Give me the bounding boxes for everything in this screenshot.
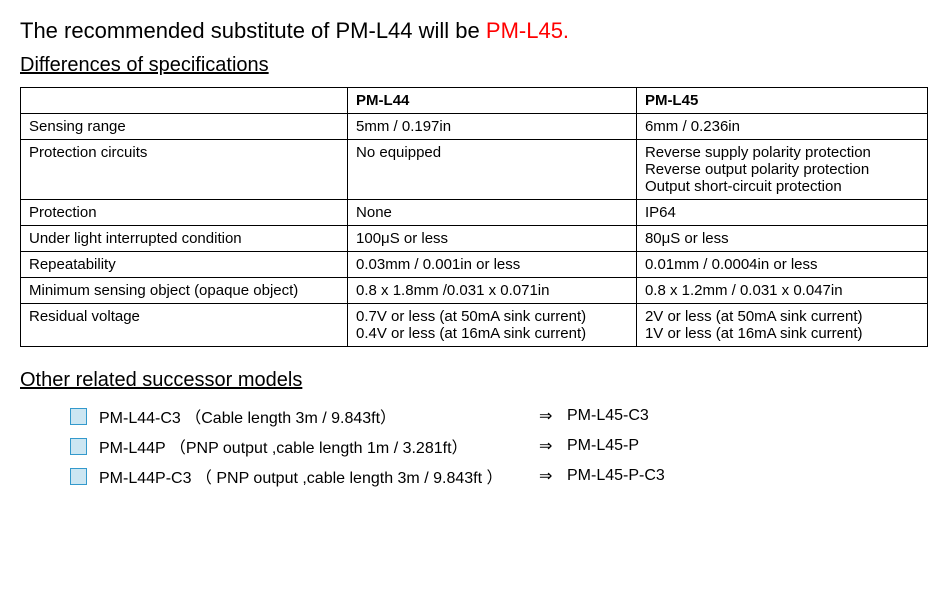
row-value-a: 100μS or less bbox=[348, 226, 637, 252]
table-header-row: PM-L44 PM-L45 bbox=[21, 88, 928, 114]
row-label: Protection bbox=[21, 200, 348, 226]
bullet-icon bbox=[70, 468, 87, 485]
row-label: Minimum sensing object (opaque object) bbox=[21, 278, 348, 304]
bullet-icon bbox=[70, 438, 87, 455]
successor-left: PM-L44P （PNP output ,cable length 1m / 3… bbox=[99, 434, 539, 458]
table-row: Sensing range 5mm / 0.197in 6mm / 0.236i… bbox=[21, 114, 928, 140]
page-title: The recommended substitute of PM-L44 wil… bbox=[20, 18, 931, 44]
row-value-b: 0.8 x 1.2mm / 0.031 x 0.047in bbox=[636, 278, 927, 304]
title-prefix: The recommended substitute of PM-L44 wil… bbox=[20, 18, 486, 43]
row-label: Repeatability bbox=[21, 252, 348, 278]
row-label: Residual voltage bbox=[21, 304, 348, 347]
header-col-a: PM-L44 bbox=[348, 88, 637, 114]
arrow-icon: ⇒ bbox=[539, 466, 567, 486]
row-value-a: 5mm / 0.197in bbox=[348, 114, 637, 140]
row-value-b: 6mm / 0.236in bbox=[636, 114, 927, 140]
arrow-icon: ⇒ bbox=[539, 406, 567, 426]
table-row: Residual voltage 0.7V or less (at 50mA s… bbox=[21, 304, 928, 347]
row-value-a: 0.03mm / 0.001in or less bbox=[348, 252, 637, 278]
header-blank bbox=[21, 88, 348, 114]
successor-left: PM-L44P-C3 （ PNP output ,cable length 3m… bbox=[99, 464, 539, 488]
row-value-b: 0.01mm / 0.0004in or less bbox=[636, 252, 927, 278]
row-value-a: None bbox=[348, 200, 637, 226]
row-value-b: 2V or less (at 50mA sink current) 1V or … bbox=[636, 304, 927, 347]
arrow-icon: ⇒ bbox=[539, 436, 567, 456]
row-label: Sensing range bbox=[21, 114, 348, 140]
spec-heading: Differences of specifications bbox=[20, 54, 931, 77]
table-row: Protection None IP64 bbox=[21, 200, 928, 226]
successor-row: PM-L44P （PNP output ,cable length 1m / 3… bbox=[70, 434, 931, 458]
successor-row: PM-L44P-C3 （ PNP output ,cable length 3m… bbox=[70, 464, 931, 488]
successor-right: PM-L45-P bbox=[567, 437, 639, 455]
title-highlight: PM-L45. bbox=[486, 18, 569, 43]
row-value-b: IP64 bbox=[636, 200, 927, 226]
successor-right: PM-L45-P-C3 bbox=[567, 467, 665, 485]
spec-table: PM-L44 PM-L45 Sensing range 5mm / 0.197i… bbox=[20, 87, 928, 347]
header-col-b: PM-L45 bbox=[636, 88, 927, 114]
successor-right: PM-L45-C3 bbox=[567, 407, 649, 425]
row-value-b: 80μS or less bbox=[636, 226, 927, 252]
row-label: Under light interrupted condition bbox=[21, 226, 348, 252]
row-value-b: Reverse supply polarity protection Rever… bbox=[636, 140, 927, 200]
successor-row: PM-L44-C3 （Cable length 3m / 9.843ft） ⇒ … bbox=[70, 404, 931, 428]
row-label: Protection circuits bbox=[21, 140, 348, 200]
successor-heading: Other related successor models bbox=[20, 369, 931, 392]
table-row: Repeatability 0.03mm / 0.001in or less 0… bbox=[21, 252, 928, 278]
table-row: Under light interrupted condition 100μS … bbox=[21, 226, 928, 252]
table-row: Minimum sensing object (opaque object) 0… bbox=[21, 278, 928, 304]
table-row: Protection circuits No equipped Reverse … bbox=[21, 140, 928, 200]
bullet-icon bbox=[70, 408, 87, 425]
successor-left: PM-L44-C3 （Cable length 3m / 9.843ft） bbox=[99, 404, 539, 428]
row-value-a: No equipped bbox=[348, 140, 637, 200]
row-value-a: 0.8 x 1.8mm /0.031 x 0.071in bbox=[348, 278, 637, 304]
row-value-a: 0.7V or less (at 50mA sink current) 0.4V… bbox=[348, 304, 637, 347]
